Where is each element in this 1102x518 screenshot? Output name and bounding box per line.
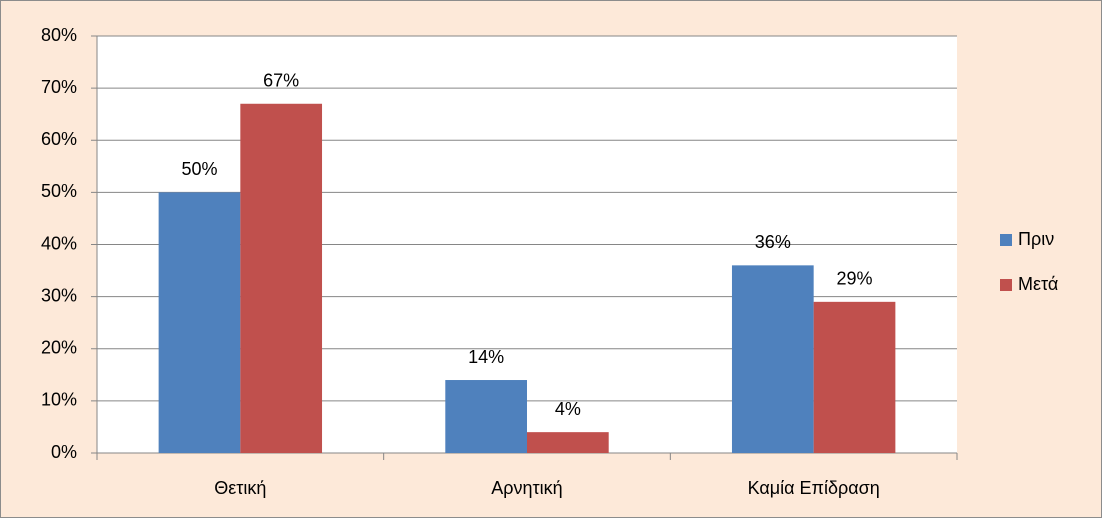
bar <box>527 432 609 453</box>
legend-swatch <box>1000 279 1012 291</box>
bar <box>731 265 814 453</box>
bar <box>240 103 323 453</box>
legend-label: Μετά <box>1018 274 1058 294</box>
y-tick-label: 30% <box>41 285 77 305</box>
y-tick-label: 80% <box>41 25 77 45</box>
x-tick-label: Θετική <box>214 478 266 498</box>
bar <box>158 192 241 453</box>
data-label: 14% <box>468 347 504 367</box>
y-tick-label: 0% <box>51 442 77 462</box>
data-label: 50% <box>181 159 217 179</box>
data-label: 36% <box>755 232 791 252</box>
y-tick-label: 40% <box>41 233 77 253</box>
data-label: 29% <box>837 269 873 289</box>
data-label: 67% <box>263 71 299 91</box>
data-label: 4% <box>555 399 581 419</box>
bar <box>445 380 527 453</box>
bar <box>813 301 896 453</box>
y-tick-label: 60% <box>41 129 77 149</box>
y-tick-label: 70% <box>41 77 77 97</box>
y-tick-label: 10% <box>41 390 77 410</box>
x-tick-label: Καμία Επίδραση <box>748 478 880 498</box>
x-tick-label: Αρνητική <box>491 478 562 498</box>
legend-label: Πριν <box>1018 229 1054 249</box>
y-tick-label: 20% <box>41 338 77 358</box>
legend-swatch <box>1000 234 1012 246</box>
y-tick-label: 50% <box>41 181 77 201</box>
